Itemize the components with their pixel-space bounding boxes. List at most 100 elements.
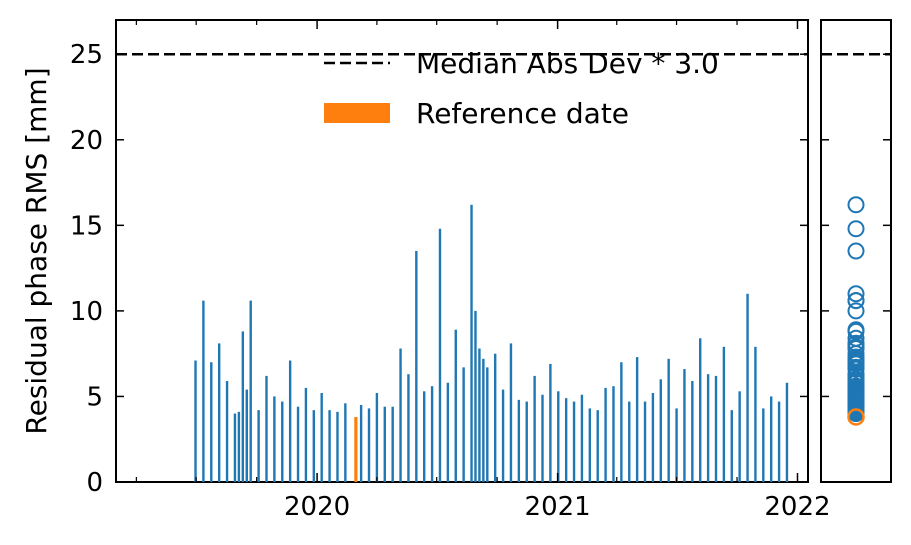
bar: [628, 401, 631, 482]
bar: [691, 381, 694, 482]
legend-threshold-label: Median Abs Dev * 3.0: [416, 47, 719, 80]
side-point: [847, 242, 865, 260]
bar: [533, 375, 536, 482]
bar: [210, 362, 213, 482]
bar: [549, 363, 552, 482]
bar: [501, 389, 505, 482]
bar: [415, 251, 418, 482]
bar: [375, 393, 379, 482]
bar: [336, 411, 339, 482]
bar: [438, 228, 442, 482]
bar: [359, 405, 363, 482]
side-point: [847, 302, 865, 320]
x-tick-label: 2022: [764, 492, 830, 522]
bar: [194, 360, 197, 482]
side-point: [847, 220, 865, 238]
bar: [699, 338, 702, 482]
bar: [580, 394, 584, 482]
bar: [249, 300, 252, 482]
side-point: [847, 360, 865, 378]
bar: [383, 406, 386, 482]
bar: [225, 381, 229, 482]
bar: [493, 353, 497, 482]
reference-bar: [354, 416, 358, 482]
bar: [486, 367, 489, 482]
bar: [367, 408, 371, 482]
bar: [288, 360, 292, 482]
legend-reference-label: Reference date: [416, 97, 629, 130]
bar: [588, 408, 592, 482]
bar: [237, 411, 241, 482]
side-point: [847, 196, 865, 214]
bar: [643, 401, 647, 482]
bar: [328, 410, 331, 482]
side-reference-point: [847, 408, 865, 426]
bar: [612, 386, 615, 482]
bar: [423, 391, 426, 482]
bar: [557, 391, 560, 482]
bar: [517, 399, 521, 482]
bar: [683, 369, 686, 482]
bar: [296, 406, 300, 482]
bar: [407, 374, 410, 482]
bar: [754, 346, 757, 482]
y-tick-label: 25: [70, 40, 103, 70]
bar: [604, 387, 607, 482]
bar: [245, 389, 248, 482]
bar: [217, 343, 221, 482]
x-axis-ticks: 2020 2021 2022: [135, 20, 831, 522]
y-axis-label: Residual phase RMS [mm]: [20, 67, 53, 434]
y-tick-label: 20: [70, 126, 103, 156]
bar: [462, 367, 465, 482]
bar: [430, 386, 434, 482]
bar: [344, 403, 347, 482]
bar: [478, 348, 481, 482]
bar: [738, 391, 741, 482]
bar-series: [194, 204, 789, 483]
bar: [470, 204, 473, 483]
side-point: [847, 285, 865, 303]
y-tick-label: 10: [70, 297, 103, 327]
y-tick-label: 5: [86, 382, 103, 412]
bar: [241, 331, 245, 482]
bar: [281, 401, 284, 482]
bar: [304, 387, 308, 482]
bar: [312, 410, 316, 482]
bar: [482, 358, 485, 482]
bar: [785, 382, 789, 482]
bar: [706, 374, 710, 482]
bar: [620, 362, 623, 482]
bar: [320, 393, 323, 482]
bar: [454, 329, 457, 482]
bar: [667, 358, 670, 482]
bar: [714, 375, 718, 482]
y-axis-ticks: 0 5 10 15 20 25: [70, 40, 891, 498]
x-tick-label: 2021: [525, 492, 591, 522]
side-plot-frame: [820, 19, 892, 483]
bar: [651, 393, 655, 482]
bar: [474, 310, 477, 482]
bar: [596, 410, 599, 482]
bar: [730, 410, 733, 482]
bar: [635, 357, 639, 482]
side-scatter-points: [847, 196, 865, 426]
bar: [446, 382, 450, 482]
bar: [746, 293, 749, 482]
bar: [675, 408, 678, 482]
bar: [770, 396, 773, 482]
bar: [572, 401, 576, 482]
bar: [399, 348, 402, 482]
y-tick-label: 15: [70, 211, 103, 241]
bar: [541, 394, 544, 482]
bar: [273, 396, 276, 482]
bar: [722, 346, 726, 482]
y-tick-label: 0: [86, 468, 103, 498]
main-plot-frame: [115, 19, 809, 483]
x-tick-label: 2020: [284, 492, 350, 522]
bar: [391, 406, 394, 482]
bar: [233, 413, 237, 482]
bar: [777, 401, 781, 482]
bar: [265, 375, 268, 482]
bar: [564, 398, 568, 482]
side-point: [847, 292, 865, 310]
